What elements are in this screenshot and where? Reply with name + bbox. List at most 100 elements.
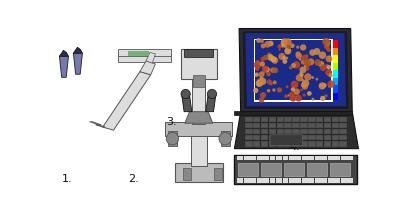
FancyBboxPatch shape <box>238 163 258 176</box>
FancyBboxPatch shape <box>292 129 300 134</box>
FancyBboxPatch shape <box>276 179 282 183</box>
Polygon shape <box>60 50 68 56</box>
Circle shape <box>300 73 304 77</box>
Circle shape <box>296 74 303 81</box>
FancyBboxPatch shape <box>308 123 316 128</box>
FancyBboxPatch shape <box>307 163 327 176</box>
Text: 3.: 3. <box>166 117 177 127</box>
FancyBboxPatch shape <box>183 167 192 180</box>
FancyBboxPatch shape <box>333 40 338 47</box>
Circle shape <box>253 88 258 93</box>
FancyBboxPatch shape <box>244 179 250 183</box>
Circle shape <box>320 84 322 86</box>
Circle shape <box>270 67 276 73</box>
Circle shape <box>301 60 306 65</box>
FancyBboxPatch shape <box>261 135 268 140</box>
Polygon shape <box>168 131 177 146</box>
FancyBboxPatch shape <box>214 167 222 180</box>
FancyBboxPatch shape <box>263 179 269 183</box>
FancyBboxPatch shape <box>333 77 338 85</box>
FancyBboxPatch shape <box>308 179 314 183</box>
Circle shape <box>260 92 266 98</box>
FancyBboxPatch shape <box>332 123 339 128</box>
Circle shape <box>261 43 266 48</box>
Circle shape <box>267 52 272 57</box>
FancyBboxPatch shape <box>332 141 339 146</box>
Circle shape <box>296 52 302 59</box>
FancyBboxPatch shape <box>261 123 268 128</box>
Circle shape <box>291 81 298 88</box>
Circle shape <box>284 38 292 46</box>
Polygon shape <box>90 122 101 125</box>
FancyBboxPatch shape <box>245 135 253 140</box>
Circle shape <box>259 97 264 103</box>
Circle shape <box>305 66 310 71</box>
FancyBboxPatch shape <box>276 117 284 122</box>
Circle shape <box>258 71 264 77</box>
Circle shape <box>268 41 274 46</box>
FancyBboxPatch shape <box>341 179 346 183</box>
Circle shape <box>326 45 329 49</box>
FancyBboxPatch shape <box>181 49 217 79</box>
FancyBboxPatch shape <box>245 117 253 122</box>
Circle shape <box>299 58 302 61</box>
Circle shape <box>311 76 314 79</box>
Circle shape <box>319 82 326 89</box>
FancyBboxPatch shape <box>316 117 324 122</box>
FancyBboxPatch shape <box>341 156 346 160</box>
Circle shape <box>326 55 332 62</box>
FancyBboxPatch shape <box>237 179 243 183</box>
FancyBboxPatch shape <box>253 129 260 134</box>
FancyBboxPatch shape <box>234 155 357 184</box>
Circle shape <box>328 85 331 88</box>
FancyBboxPatch shape <box>300 117 308 122</box>
FancyBboxPatch shape <box>308 117 316 122</box>
Circle shape <box>272 67 278 73</box>
Circle shape <box>282 59 287 64</box>
Circle shape <box>260 39 264 43</box>
Circle shape <box>296 45 300 49</box>
FancyBboxPatch shape <box>269 117 276 122</box>
Polygon shape <box>245 33 346 106</box>
Text: 1.: 1. <box>62 174 72 184</box>
Circle shape <box>281 40 287 46</box>
Text: 2.: 2. <box>128 174 139 184</box>
Circle shape <box>325 69 332 76</box>
Circle shape <box>256 61 260 65</box>
FancyBboxPatch shape <box>282 156 288 160</box>
Polygon shape <box>73 47 82 53</box>
FancyBboxPatch shape <box>276 135 284 140</box>
FancyBboxPatch shape <box>261 163 281 176</box>
FancyBboxPatch shape <box>244 156 250 160</box>
FancyBboxPatch shape <box>333 85 338 93</box>
FancyBboxPatch shape <box>253 135 260 140</box>
FancyBboxPatch shape <box>308 129 316 134</box>
Circle shape <box>302 93 306 97</box>
FancyBboxPatch shape <box>347 179 353 183</box>
Circle shape <box>328 73 333 78</box>
Circle shape <box>327 48 331 52</box>
FancyBboxPatch shape <box>340 123 347 128</box>
Circle shape <box>320 64 326 71</box>
Circle shape <box>307 58 314 65</box>
Circle shape <box>267 54 274 61</box>
FancyBboxPatch shape <box>330 163 350 176</box>
FancyBboxPatch shape <box>300 129 308 134</box>
Circle shape <box>287 45 291 49</box>
Polygon shape <box>185 112 213 123</box>
Polygon shape <box>239 29 352 112</box>
Circle shape <box>290 43 295 48</box>
FancyBboxPatch shape <box>245 123 253 128</box>
Circle shape <box>278 48 281 51</box>
Circle shape <box>322 83 326 87</box>
FancyBboxPatch shape <box>269 135 276 140</box>
Circle shape <box>302 84 308 90</box>
FancyBboxPatch shape <box>316 141 324 146</box>
Circle shape <box>255 66 259 71</box>
FancyBboxPatch shape <box>270 156 276 160</box>
FancyBboxPatch shape <box>175 163 223 182</box>
Circle shape <box>292 61 300 69</box>
FancyBboxPatch shape <box>284 129 292 134</box>
Circle shape <box>296 51 300 56</box>
FancyBboxPatch shape <box>284 163 304 176</box>
